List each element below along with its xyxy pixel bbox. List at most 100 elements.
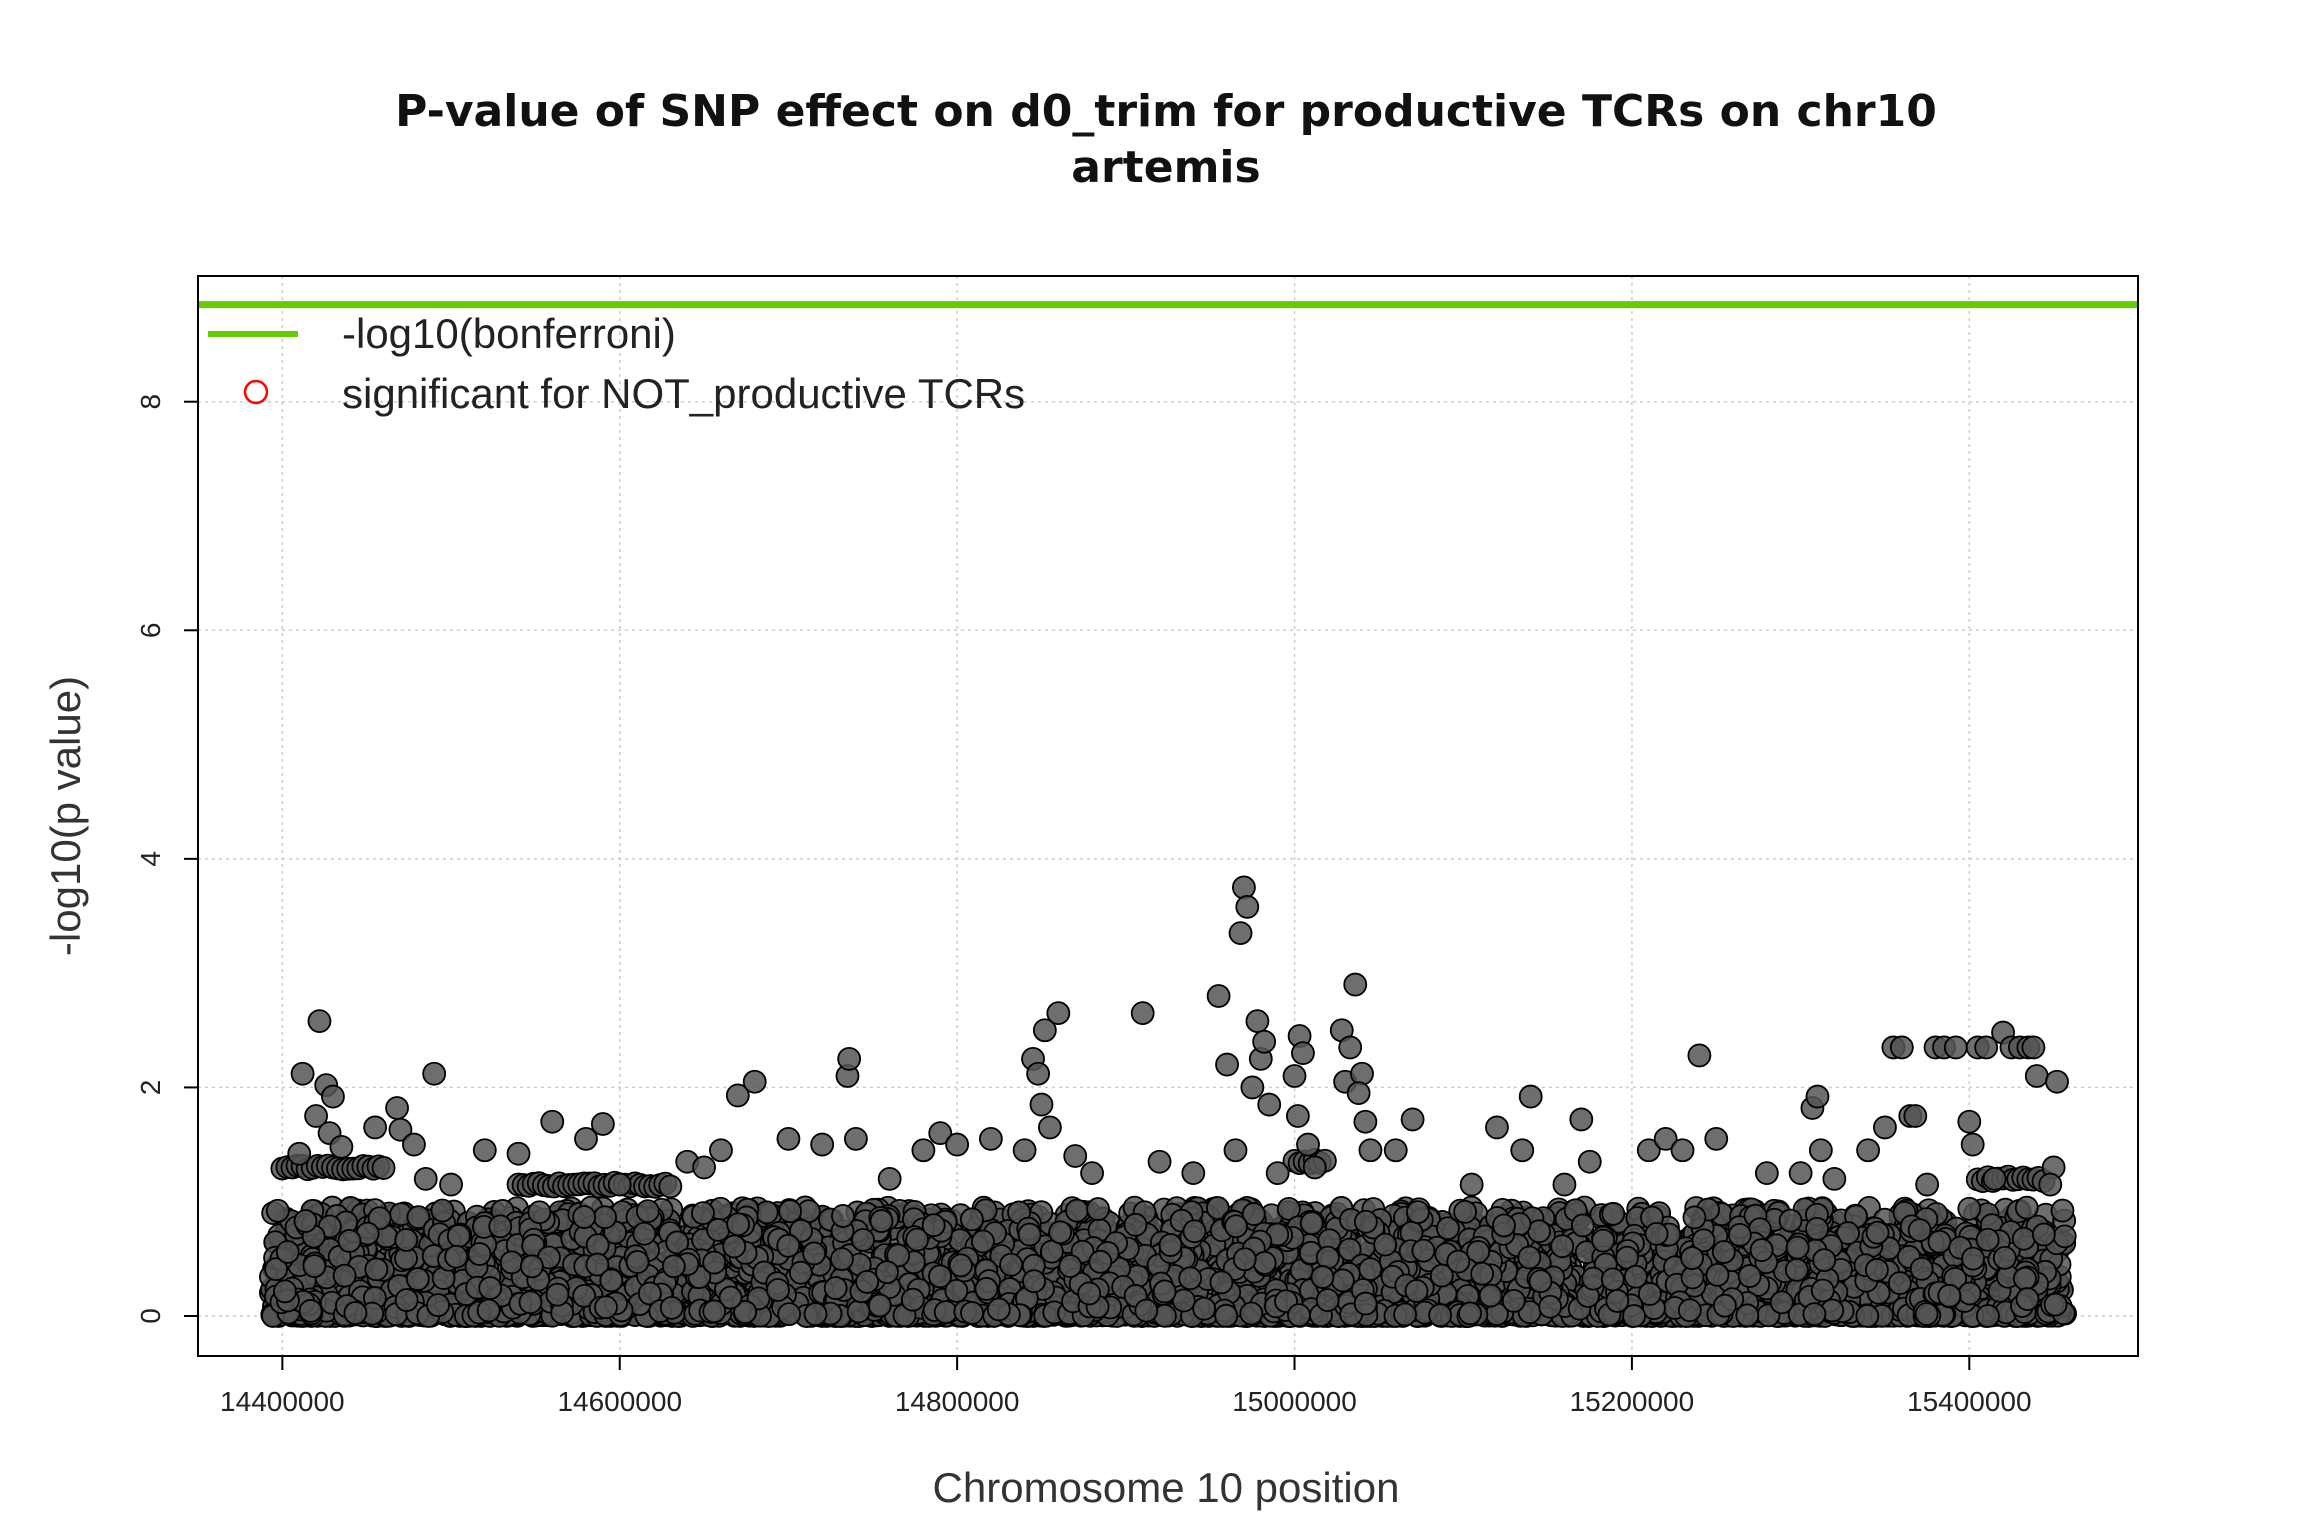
data-point: [476, 1298, 501, 1323]
data-point: [1784, 1257, 1809, 1282]
data-point: [444, 1244, 469, 1269]
data-point: [733, 1300, 758, 1324]
data-point: [855, 1270, 880, 1294]
data-point: [1680, 1246, 1704, 1270]
data-point: [1022, 1269, 1046, 1294]
data-point: [886, 1243, 911, 1268]
data-point: [1605, 1289, 1630, 1313]
data-point: [478, 1276, 503, 1300]
data-point: [264, 1257, 288, 1282]
data-point: [1785, 1235, 1810, 1260]
data-point: [1453, 1199, 1477, 1224]
data-point: [1435, 1216, 1460, 1241]
data-point: [1192, 1296, 1217, 1321]
data-point: [1865, 1220, 1890, 1245]
data-point: [928, 1264, 952, 1289]
data-point: [488, 1214, 513, 1239]
data-point: [1252, 1250, 1277, 1275]
data-point: [1601, 1201, 1626, 1226]
data-point: [1677, 1298, 1702, 1323]
data-point: [273, 1279, 297, 1304]
data-point: [986, 1297, 1011, 1322]
data-point: [572, 1205, 597, 1229]
data-point: [430, 1198, 455, 1223]
data-point: [2031, 1222, 2056, 1247]
chart-title: P-value of SNP effect on d0_trim for pro…: [395, 86, 1937, 137]
data-point: [1158, 1233, 1183, 1257]
data-point: [1907, 1218, 1932, 1243]
data-point: [1241, 1202, 1266, 1226]
data-point: [1088, 1249, 1113, 1274]
data-point: [659, 1295, 684, 1320]
data-point: [823, 1276, 848, 1300]
data-point: [1644, 1221, 1669, 1246]
data-point: [1727, 1223, 1752, 1247]
data-point: [921, 1213, 946, 1238]
data-point: [572, 1283, 597, 1308]
data-point: [851, 1228, 875, 1252]
data-point: [1501, 1289, 1526, 1313]
data-point: [1550, 1234, 1575, 1259]
data-point: [2050, 1198, 2075, 1223]
data-point: [665, 1230, 690, 1255]
data-point: [1937, 1283, 1962, 1308]
data-point: [446, 1224, 471, 1248]
data-point: [788, 1260, 813, 1285]
data-point: [1957, 1281, 1982, 1306]
data-point: [2014, 1195, 2039, 1220]
data-point: [1914, 1302, 1939, 1326]
data-point: [1637, 1282, 1662, 1306]
data-point: [594, 1295, 618, 1320]
data-point: [2052, 1224, 2077, 1249]
data-point: [1239, 1301, 1264, 1326]
data-point: [1492, 1213, 1516, 1238]
data-point: [1749, 1238, 1774, 1262]
data-point: [1337, 1237, 1362, 1262]
data-point: [1887, 1271, 1912, 1295]
data-point: [1077, 1281, 1102, 1306]
data-point: [1404, 1279, 1429, 1303]
data-point: [1591, 1228, 1616, 1253]
data-point: [1909, 1256, 1934, 1281]
data-point: [1429, 1263, 1454, 1288]
data-point: [1299, 1211, 1324, 1236]
data-point: [1017, 1222, 1042, 1247]
data-point: [1224, 1214, 1248, 1239]
data-point: [1214, 1303, 1239, 1328]
data-point: [1712, 1293, 1737, 1318]
data-point: [1205, 1196, 1230, 1220]
data-point: [789, 1218, 813, 1243]
data-point: [1373, 1232, 1398, 1257]
data-point: [1315, 1288, 1340, 1313]
data-point: [948, 1253, 973, 1278]
data-point: [1276, 1196, 1301, 1221]
data-point: [869, 1209, 894, 1233]
data-point: [974, 1277, 999, 1301]
data-point: [302, 1254, 327, 1279]
data-point: [265, 1198, 290, 1223]
data-point: [593, 1205, 617, 1230]
data-point: [1358, 1257, 1383, 1282]
data-point: [625, 1250, 650, 1274]
data-point: [1517, 1245, 1542, 1270]
data-point: [545, 1282, 570, 1307]
data-point: [364, 1257, 389, 1282]
data-point: [406, 1205, 431, 1230]
data-point: [1705, 1262, 1730, 1287]
data-point: [1623, 1264, 1648, 1289]
data-point: [1310, 1265, 1335, 1289]
data-point: [1065, 1198, 1089, 1223]
data-point: [830, 1247, 854, 1272]
data-point: [1470, 1261, 1495, 1286]
data-points: [258, 875, 2077, 1328]
data-point: [1778, 1208, 1803, 1233]
data-point: [875, 1260, 899, 1285]
data-point: [1152, 1279, 1177, 1304]
data-point: [467, 1242, 492, 1266]
data-point: [1975, 1227, 2000, 1252]
data-point: [499, 1250, 524, 1275]
data-point: [2043, 1292, 2068, 1317]
data-point: [1478, 1283, 1503, 1308]
data-point: [1805, 1217, 1829, 1241]
